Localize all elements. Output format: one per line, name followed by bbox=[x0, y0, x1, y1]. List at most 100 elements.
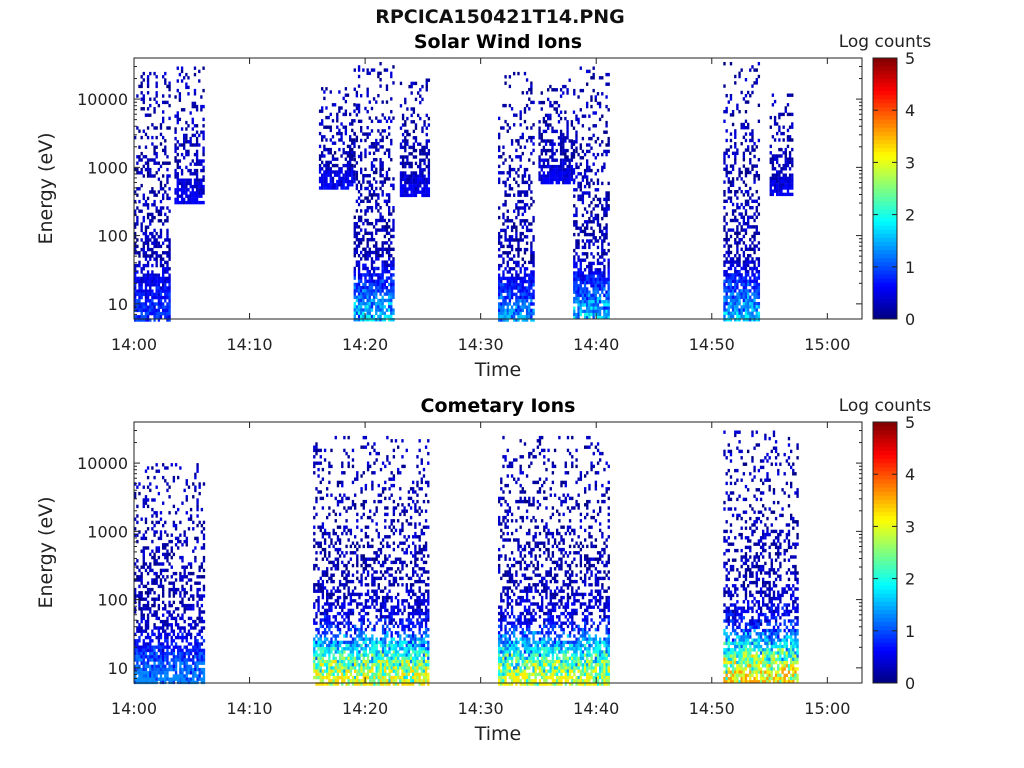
heatmap-cell bbox=[594, 172, 597, 176]
heatmap-cell bbox=[138, 315, 141, 319]
heatmap-cell bbox=[168, 286, 171, 290]
heatmap-cell bbox=[181, 555, 184, 560]
heatmap-cell bbox=[168, 299, 171, 303]
heatmap-cell bbox=[575, 175, 578, 179]
heatmap-cell bbox=[547, 116, 550, 121]
heatmap-cell bbox=[504, 308, 507, 313]
colorbar-swatch bbox=[873, 249, 897, 255]
heatmap-cell bbox=[166, 292, 169, 297]
heatmap-cell bbox=[530, 273, 533, 277]
heatmap-cell bbox=[392, 177, 395, 181]
heatmap-cell bbox=[159, 123, 163, 127]
heatmap-cell bbox=[364, 305, 367, 309]
heatmap-cell bbox=[142, 215, 145, 220]
heatmap-cell bbox=[521, 132, 524, 137]
heatmap-cell bbox=[362, 286, 365, 290]
heatmap-cell bbox=[168, 495, 171, 499]
heatmap-cell bbox=[385, 276, 389, 280]
heatmap-cell bbox=[581, 309, 585, 314]
heatmap-cell bbox=[151, 555, 154, 560]
heatmap-cell bbox=[778, 179, 781, 184]
heatmap-cell bbox=[573, 296, 576, 301]
heatmap-cell bbox=[192, 674, 195, 678]
heatmap-cell bbox=[372, 292, 376, 296]
heatmap-cell bbox=[142, 94, 145, 98]
heatmap-cell bbox=[151, 648, 154, 653]
heatmap-cell bbox=[517, 308, 520, 313]
heatmap-cell bbox=[572, 142, 576, 146]
heatmap-cell bbox=[321, 179, 324, 184]
heatmap-cell bbox=[198, 674, 201, 678]
heatmap-cell bbox=[500, 315, 503, 319]
heatmap-cell bbox=[151, 507, 154, 512]
heatmap-cell bbox=[725, 286, 728, 290]
heatmap-cell bbox=[786, 112, 790, 117]
heatmap-cell bbox=[200, 562, 204, 566]
heatmap-cell bbox=[547, 158, 550, 162]
heatmap-cell bbox=[180, 178, 184, 182]
heatmap-cell bbox=[498, 206, 501, 210]
heatmap-cell bbox=[498, 276, 501, 281]
heatmap-cell bbox=[583, 287, 587, 291]
heatmap-cell bbox=[727, 154, 730, 159]
heatmap-cell bbox=[321, 122, 324, 126]
heatmap-cell bbox=[592, 229, 595, 234]
heatmap-cell bbox=[194, 555, 197, 560]
heatmap-cell bbox=[747, 305, 750, 309]
heatmap-cell bbox=[136, 219, 139, 223]
heatmap-cell bbox=[353, 302, 356, 306]
heatmap-cell bbox=[168, 174, 171, 178]
heatmap-cell bbox=[191, 191, 194, 195]
heatmap-cell bbox=[601, 255, 604, 259]
heatmap-cell bbox=[579, 197, 582, 202]
heatmap-cell bbox=[521, 289, 524, 293]
heatmap-cell bbox=[601, 245, 604, 250]
heatmap-cell bbox=[164, 619, 167, 624]
heatmap-cell bbox=[401, 187, 405, 191]
heatmap-cell bbox=[377, 142, 380, 146]
heatmap-cell bbox=[778, 138, 781, 142]
heatmap-cell bbox=[178, 181, 182, 186]
heatmap-cell bbox=[140, 279, 143, 284]
heatmap-cell bbox=[168, 187, 171, 191]
heatmap-cell bbox=[149, 158, 152, 162]
heatmap-cell bbox=[331, 103, 335, 107]
heatmap-cell bbox=[164, 543, 167, 547]
heatmap-cell bbox=[170, 581, 173, 585]
heatmap-cell bbox=[370, 238, 374, 242]
heatmap-cell bbox=[605, 236, 608, 240]
heatmap-cell bbox=[740, 314, 743, 319]
heatmap-cell bbox=[194, 671, 197, 675]
heatmap-cell bbox=[196, 539, 199, 544]
heatmap-cell bbox=[349, 183, 352, 187]
heatmap-cell bbox=[144, 315, 148, 319]
heatmap-cell bbox=[385, 241, 389, 245]
heatmap-cell bbox=[198, 655, 201, 659]
heatmap-cell bbox=[360, 193, 363, 197]
heatmap-cell bbox=[149, 645, 152, 649]
heatmap-cell bbox=[174, 136, 177, 141]
heatmap-cell bbox=[323, 186, 326, 190]
colorbar-swatch bbox=[873, 180, 897, 185]
heatmap-cell bbox=[498, 148, 501, 153]
heatmap-cell bbox=[586, 104, 589, 109]
heatmap-cell bbox=[159, 209, 163, 213]
heatmap-cell bbox=[412, 81, 416, 86]
heatmap-cell bbox=[388, 196, 391, 200]
heatmap-cell bbox=[179, 674, 182, 678]
heatmap-cell bbox=[336, 173, 339, 177]
heatmap-cell bbox=[136, 514, 139, 518]
heatmap-cell bbox=[791, 112, 794, 117]
heatmap-cell bbox=[179, 661, 182, 665]
heatmap-cell bbox=[525, 235, 529, 239]
heatmap-cell bbox=[388, 314, 391, 319]
heatmap-cell bbox=[340, 122, 343, 126]
heatmap-cell bbox=[375, 206, 378, 210]
heatmap-cell bbox=[144, 623, 148, 627]
heatmap-cell bbox=[510, 276, 514, 281]
heatmap-cell bbox=[159, 664, 163, 669]
heatmap-cell bbox=[502, 203, 505, 207]
heatmap-cell bbox=[157, 626, 161, 630]
heatmap-cell bbox=[504, 203, 507, 207]
heatmap-cell bbox=[166, 286, 169, 290]
